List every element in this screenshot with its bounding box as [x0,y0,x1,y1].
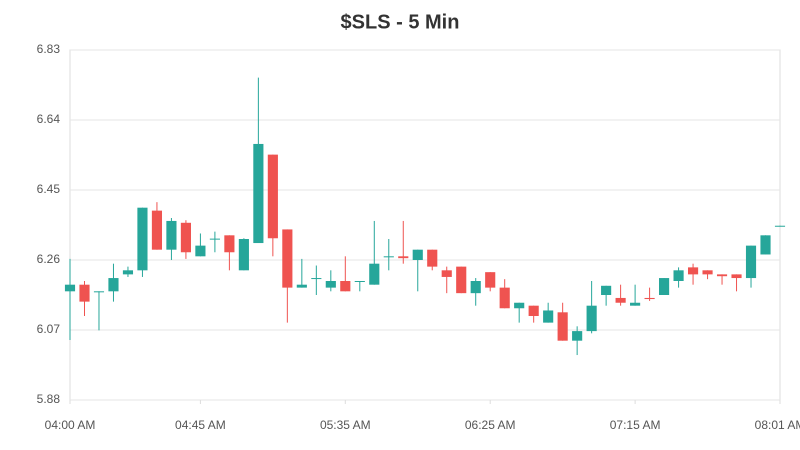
candle-body [340,281,351,292]
candle-body [238,239,249,271]
y-tick-label: 6.26 [37,252,61,266]
x-tick-label: 04:45 AM [175,418,226,432]
candle-body [659,278,670,295]
y-tick-label: 6.07 [37,322,61,336]
candle-body [514,302,525,309]
candle-body [412,249,423,260]
candle-body [615,297,626,303]
y-tick-label: 6.64 [37,112,61,126]
candle-body [601,285,612,295]
candle-body [195,245,206,257]
candle-body [137,207,148,271]
candle-body [557,312,568,341]
candle-body [673,270,684,281]
candle-body [731,274,742,279]
x-tick-label: 07:15 AM [610,418,661,432]
candle-body [151,210,163,250]
candle-body [325,281,336,288]
candle-body [209,238,220,240]
candle-body [745,245,757,279]
candle-body [296,284,307,288]
candle-body [760,235,771,255]
x-tick-label: 08:01 AM [755,418,800,432]
candle-body [398,256,409,259]
candle-body [122,270,134,275]
candle-body [282,229,293,288]
candle-body [427,249,438,267]
candle-body [79,284,90,302]
x-tick-label: 04:00 AM [45,418,96,432]
candle-body [441,270,452,277]
y-tick-label: 5.88 [37,392,61,406]
candle-body [687,267,699,275]
candle-body [470,281,481,294]
y-tick-label: 6.83 [37,42,61,56]
candle-body [369,263,380,285]
candle-body [354,281,365,282]
candle-body [644,297,655,300]
candle-body [485,272,496,288]
candle-body [586,305,597,332]
candle-body [224,235,235,253]
candle-body [93,291,105,293]
candle-body [267,154,278,239]
y-tick-label: 6.45 [37,182,61,196]
candle-body [108,278,119,292]
candle-body [572,331,583,341]
candle-body [180,222,191,253]
candle-body [528,305,539,316]
chart-title: $SLS - 5 Min [341,11,460,33]
x-tick-label: 06:25 AM [465,418,516,432]
candle-body [716,274,728,277]
candle-body [630,302,641,306]
candle-body [543,310,554,323]
candle-body [499,287,510,309]
candle-body [253,143,264,244]
candle-body [64,284,76,292]
candle-body [456,266,467,294]
candle-body [311,278,322,280]
candle-body [702,270,713,275]
candle-body [383,256,394,258]
candle-body [774,225,786,227]
x-tick-label: 05:35 AM [320,418,371,432]
candle-body [166,220,177,250]
